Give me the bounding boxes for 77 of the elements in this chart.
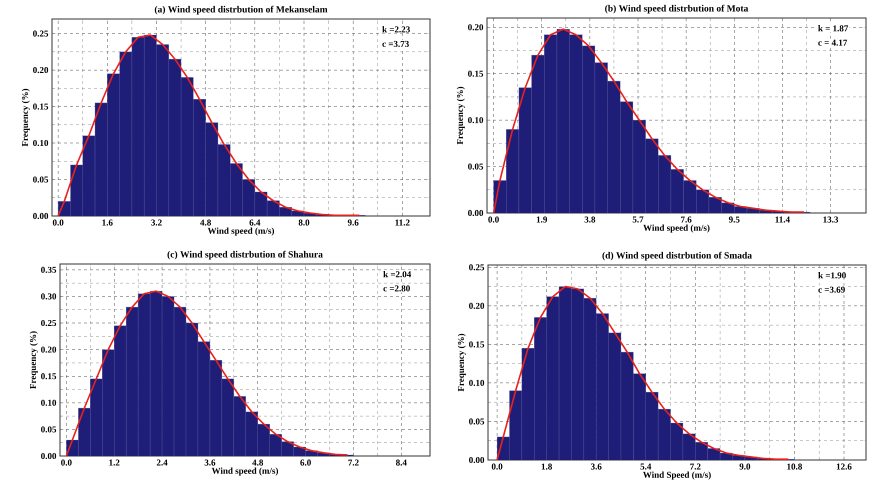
y-tick-label: 0.10: [41, 400, 56, 406]
x-tick-label: 5.7: [632, 216, 644, 223]
y-tick-label: 0.10: [33, 140, 48, 146]
x-tick-label: 4.8: [252, 460, 264, 466]
x-tick-label: 3.2: [151, 220, 162, 226]
y-tick-label: 0.25: [33, 30, 48, 37]
x-tick-label: 3.6: [204, 460, 216, 466]
y-axis-title: Frequency (%): [458, 334, 466, 392]
chart-title: (b) Wind speed distrbution of Mota: [605, 4, 748, 14]
y-tick-label: 0.30: [41, 293, 56, 300]
y-tick-label: 0.05: [468, 164, 484, 170]
x-tick-label: 7.6: [681, 216, 692, 223]
x-tick-label: 8.0: [298, 220, 310, 226]
x-tick-label: 6.4: [250, 220, 260, 226]
chart-title: (c) Wind speed distrbution of Shahura: [168, 250, 323, 260]
annotation: k = 1.87: [818, 25, 848, 32]
x-tick-label: 6.0: [300, 460, 311, 466]
x-axis-title: Wind Speed (m/s): [642, 472, 711, 480]
y-axis-title: Frequency (%): [456, 86, 465, 144]
x-tick-label: 9.5: [728, 216, 740, 223]
x-tick-label: 1.6: [102, 220, 113, 226]
x-tick-label: 7.2: [348, 460, 359, 466]
x-tick-label: 11.4: [776, 216, 790, 223]
annotation: k =2.23: [382, 26, 410, 32]
annotation: c =2.80: [383, 285, 410, 292]
x-tick-label: 0.0: [488, 216, 499, 223]
x-tick-label: 9.6: [348, 220, 359, 226]
chart-title: (d) Wind speed distrbution of Smada: [602, 252, 752, 260]
y-tick-label: 0.05: [469, 418, 484, 425]
x-tick-label: 5.4: [640, 464, 652, 470]
y-tick-label: 0.25: [41, 320, 56, 326]
y-tick-label: 0.20: [469, 302, 484, 309]
x-tick-label: 1.8: [542, 464, 552, 470]
y-axis-title: Frequency (%): [30, 331, 38, 389]
x-axis-title: Wind speed (m/s): [212, 468, 278, 476]
y-tick-label: 0.15: [469, 341, 484, 348]
y-tick-label: 0.00: [33, 212, 48, 220]
y-tick-label: 0.15: [33, 103, 48, 110]
x-tick-label: 0.0: [52, 220, 64, 226]
x-tick-label: 3.8: [584, 216, 596, 223]
y-tick-label: 0.15: [468, 70, 484, 77]
x-tick-label: 0.0: [61, 460, 72, 466]
x-axis-title: Wind speed (m/s): [208, 228, 274, 236]
annotation: c =3.73: [382, 40, 409, 47]
x-axis-title: Wind speed (m/s): [643, 224, 710, 233]
annotation: c =3.69: [818, 286, 845, 293]
x-tick-label: 4.8: [200, 220, 211, 226]
y-axis-title: Frequency (%): [22, 88, 30, 146]
x-tick-label: 1.2: [109, 460, 120, 466]
y-tick-label: 0.20: [41, 346, 56, 353]
y-tick-label: 0.00: [468, 210, 484, 216]
x-tick-label: 7.2: [690, 464, 701, 470]
y-tick-label: 0.20: [468, 24, 484, 30]
x-tick-label: 1.9: [536, 216, 548, 223]
x-tick-label: 12.6: [836, 464, 852, 470]
y-tick-label: 0.05: [41, 426, 56, 432]
x-tick-label: 13.3: [823, 216, 838, 223]
x-tick-label: 3.6: [590, 464, 602, 470]
y-tick-label: 0.00: [469, 456, 484, 464]
y-tick-label: 0.10: [469, 380, 484, 386]
x-tick-label: 9.0: [740, 464, 750, 470]
x-tick-label: 10.8: [787, 464, 802, 470]
chart-title: (a) Wind speed distrbution of Mekanselam: [154, 6, 328, 14]
x-tick-label: 2.4: [156, 460, 168, 466]
annotation: c = 4.17: [818, 40, 848, 46]
y-tick-label: 0.35: [41, 266, 56, 273]
annotation: k =1.90: [818, 272, 846, 278]
y-tick-label: 0.10: [468, 117, 484, 124]
y-tick-label: 0.15: [41, 373, 56, 380]
y-tick-label: 0.05: [33, 176, 48, 183]
x-tick-label: 8.4: [396, 460, 407, 466]
annotation: k =2.04: [383, 270, 412, 278]
x-tick-label: 11.2: [395, 220, 410, 226]
y-tick-label: 0.20: [33, 67, 48, 74]
x-tick-label: 0.0: [492, 464, 502, 470]
y-tick-label: 0.25: [469, 264, 484, 270]
y-tick-label: 0.00: [41, 452, 56, 460]
